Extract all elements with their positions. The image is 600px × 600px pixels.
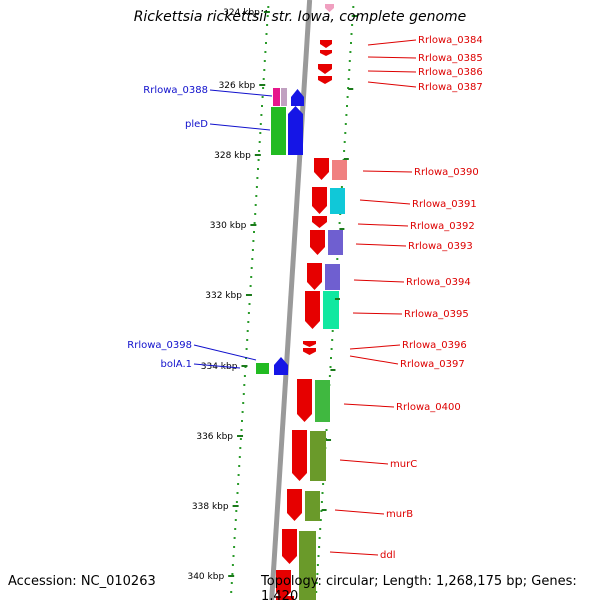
gene-leader-line [334,509,385,515]
tick-label: 324 kbp [223,8,260,18]
gene-rrlowa-0399 [297,379,312,422]
gene-murb [287,489,302,521]
gene-rrlowa-0385 [320,50,332,56]
gene-leader-line [367,56,417,59]
cog-box-murc [310,431,326,481]
gene-leader-line [349,344,401,350]
gene-rrlowa-0395 [305,291,320,329]
gene-leader-line [349,355,399,365]
cog-box-rrlowa-0390 [332,160,347,180]
gene-edge-bottom [276,596,294,600]
tick-label: 336 kbp [196,432,233,442]
gene-label-forward: pleD [185,119,208,130]
tick-label: 334 kbp [201,362,238,372]
cog-box-rrlowa-0393 [328,230,343,255]
gene-ddl [282,529,297,564]
gene-label-reverse: Rrlowa_0385 [418,53,483,64]
gene-leader-line [209,89,273,97]
cog-box-rrlowa-0388-b [281,88,287,106]
gene-label-reverse: ddl [380,550,395,561]
gene-labels: Rrlowa_0388 pleD Rrlowa_0398 bolA.1 Rrlowa_0… [127,35,482,561]
gene-leader-line [353,279,405,283]
gene-leader-line [209,123,271,131]
gene-label-reverse: Rrlowa_0400 [396,402,461,413]
gene-leader-line [343,403,395,408]
accession-text: Accession: NC_010263 [8,574,156,589]
gene-features [256,4,347,600]
gene-rrlowa-0394 [307,263,322,290]
cog-box-rrlowa-0400 [315,380,330,422]
gene-label-reverse: Rrlowa_0391 [412,199,477,210]
gene-ftsq [276,570,291,600]
gene-label-reverse: Rrlowa_0395 [404,309,469,320]
cog-box-ddl [299,531,316,600]
gene-leader-line [362,170,413,173]
gene-rrlowa-0383 [325,4,334,12]
gene-label-reverse: Rrlowa_0387 [418,82,483,93]
gene-leader-line [193,344,257,361]
gene-leader-line [367,39,417,46]
tick-label: 328 kbp [214,151,251,161]
tick-label: 340 kbp [187,572,224,582]
gene-leader-line [357,223,409,227]
gene-rrlowa-0390 [314,158,329,180]
gene-label-forward: bolA.1 [161,359,192,370]
gene-label-reverse: Rrlowa_0390 [414,167,479,178]
gene-rrlowa-0396 [303,341,316,347]
gene-label-reverse: murC [390,459,417,470]
gene-leader-line [367,81,417,88]
gene-pled [288,106,303,155]
gene-rrlowa-0393 [310,230,325,255]
tick-label: 332 kbp [205,291,242,301]
cog-box-rrlowa-0388 [273,88,280,106]
gene-label-reverse: Rrlowa_0397 [400,359,465,370]
gene-rrlowa-0386 [318,64,332,74]
gene-leader-line [329,551,379,556]
gene-leader-line [339,459,389,465]
tick-label: 338 kbp [192,502,229,512]
tick-label: 326 kbp [219,81,256,91]
gene-leader-line [193,363,241,369]
gene-label-forward: Rrlowa_0398 [127,340,192,351]
kbp-ticks: 324 kbp 326 kbp 328 kbp 330 kbp 332 kbp 334 k… [187,8,358,582]
cog-box-rrlowa-0394 [325,264,340,290]
gene-label-reverse: Rrlowa_0393 [408,241,473,252]
cog-box-rrlowa-0391 [330,188,345,214]
gene-rrlowa-0388 [291,89,304,106]
gene-leader-line [367,70,417,73]
gene-rrlowa-0387 [318,76,332,84]
gene-rrlowa-0391 [312,187,327,214]
gene-rrlowa-0397 [303,348,316,355]
gene-label-reverse: murB [386,509,413,520]
gene-label-reverse: Rrlowa_0394 [406,277,471,288]
gene-label-forward: Rrlowa_0388 [143,85,208,96]
cog-box-murb [305,491,320,521]
gene-label-reverse: Rrlowa_0386 [418,67,483,78]
cog-box-rrlowa-0395 [323,291,339,329]
gene-label-reverse: Rrlowa_0396 [402,340,467,351]
gene-label-reverse: Rrlowa_0392 [410,221,475,232]
cog-box-bola [256,363,269,374]
gene-rrlowa-0392 [312,216,327,228]
cog-box-pled [271,107,286,155]
gene-rrlowa-0398 [274,357,288,375]
gene-label-reverse: Rrlowa_0384 [418,35,483,46]
gene-murc [292,430,307,481]
gene-leader-line [359,199,411,205]
gene-leader-line [352,312,403,315]
gene-leader-line [355,243,407,247]
tick-label: 330 kbp [210,221,247,231]
map-title: Rickettsia rickettsii str. Iowa, complet… [133,9,467,25]
gene-rrlowa-0384 [320,40,332,48]
topology-text: Topology: circular; Length: 1,268,175 bp… [261,574,577,600]
